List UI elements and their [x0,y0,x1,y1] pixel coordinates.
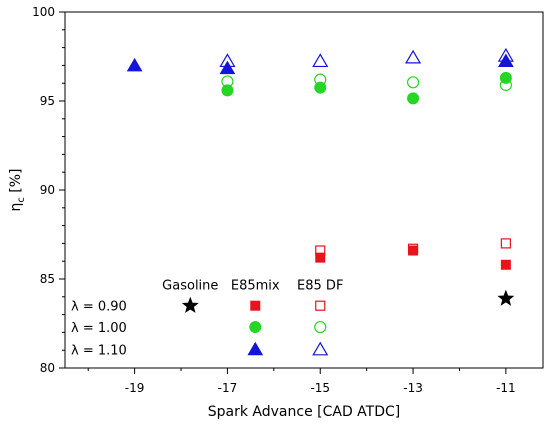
y-tick-label: 85 [40,272,55,286]
triangle-marker-point [312,53,329,68]
data-points [126,47,515,306]
legend-star-marker [181,296,199,313]
circle-marker-point [314,73,327,86]
y-tick-label: 90 [40,183,55,197]
square-marker-point [407,243,419,254]
plot-area-frame [64,11,544,369]
legend-row-label: λ = 1.10 [71,343,127,358]
legend-square-marker [315,300,326,311]
y-tick-label: 95 [40,94,55,108]
triangle-marker-point [498,53,514,67]
y-axis-title-unit: [%] [8,168,24,197]
square-marker-point [500,238,511,249]
triangle-marker-point [405,49,422,64]
legend-row-label: λ = 0.90 [71,300,127,315]
axis-ticks: -19 -17 -15 -13 -11 80 85 90 95 100 [32,5,516,395]
x-axis-title: Spark Advance [CAD ATDC] [208,404,401,420]
x-tick-label: -13 [403,381,423,395]
triangle-marker-point [126,57,143,72]
circle-marker-point [499,78,512,92]
x-tick-label: -15 [310,381,330,395]
legend-column-header: E85 DF [297,279,343,294]
square-marker-point [500,259,511,270]
circle-marker-point [406,76,420,89]
legend-triangle-marker [312,341,329,356]
triangle-marker-point [497,47,514,62]
square-marker-point [315,245,326,256]
circle-marker-point [407,92,420,105]
circle-marker-point [221,75,234,88]
legend-row-label: λ = 1.00 [71,321,127,336]
x-tick-label: -17 [218,381,238,395]
triangle-marker-point [219,60,236,75]
circle-marker-point [221,84,234,97]
square-marker-point [315,252,326,263]
y-tick-label: 80 [40,361,55,375]
legend-column-header: Gasoline [162,279,218,294]
x-tick-label: -19 [125,381,145,395]
legend: Gasoline E85mix E85 DF λ = 0.90 λ = 1.00 λ = … [71,279,343,359]
legend-square-marker [250,300,261,311]
triangle-marker-point [219,53,236,68]
legend-circle-marker [249,321,262,334]
legend-column-header: E85mix [231,279,280,294]
y-axis-title: ηc [%] [8,168,27,211]
y-tick-label: 100 [32,5,55,19]
y-axis-title-main: η [8,203,24,212]
star-marker-point [497,289,515,306]
y-axis-title-subscript: c [16,197,27,203]
x-tick-label: -11 [496,381,516,395]
legend-triangle-marker [247,341,264,356]
legend-circle-marker [314,320,327,334]
